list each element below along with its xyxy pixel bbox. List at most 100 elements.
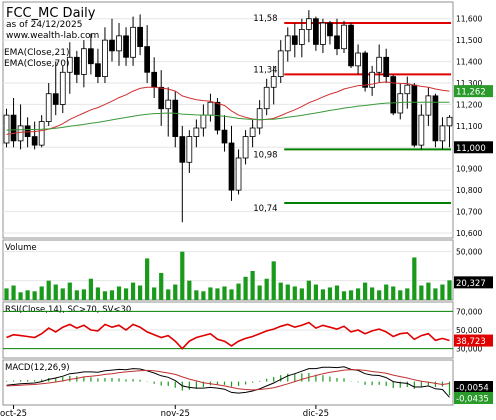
macd-last-tag-2: -0,0435	[456, 395, 489, 405]
candle-body	[277, 50, 284, 77]
volume-bar	[130, 282, 136, 300]
rsi-last-tag: 38,723	[456, 337, 486, 347]
candle-body	[200, 114, 207, 129]
volume-bar	[67, 282, 72, 300]
volume-panel-frame	[2, 239, 454, 301]
volume-bar	[18, 292, 23, 300]
candle-body	[284, 35, 291, 52]
candle-body	[320, 22, 326, 45]
candle-body	[116, 35, 122, 52]
candle-body	[390, 76, 397, 114]
volume-bar	[405, 288, 410, 300]
rsi-tick-label: 70,000	[456, 307, 482, 316]
volume-bar	[313, 284, 318, 300]
candle-body	[383, 56, 390, 77]
candle-body	[355, 52, 361, 67]
candle-body	[397, 93, 404, 114]
price-tick-label: 11,500	[456, 36, 482, 45]
candle-body	[235, 157, 242, 191]
candle-body	[179, 136, 186, 163]
volume-bar	[292, 286, 297, 300]
volume-bar	[285, 284, 290, 300]
volume-bar	[159, 272, 164, 300]
x-tick-label: oct-25	[0, 409, 27, 419]
volume-bar	[46, 280, 51, 300]
rsi-last-tag-bg	[454, 334, 493, 347]
x-tick-label: dic-25	[303, 409, 329, 419]
candle-body	[291, 35, 298, 45]
candle-body	[369, 71, 376, 88]
level-label: 10,74	[253, 204, 277, 214]
volume-bar	[370, 287, 375, 300]
price-tick-label: 11,400	[456, 58, 482, 67]
volume-bar	[201, 291, 206, 300]
candle-body	[249, 127, 256, 137]
price-tick-label: 10,600	[456, 229, 482, 238]
volume-bar	[447, 280, 452, 300]
volume-bar	[257, 285, 262, 300]
ema21-line	[6, 81, 450, 135]
volume-bar	[74, 290, 79, 300]
volume-bar	[250, 271, 255, 300]
macd-last-tag-2-bg	[454, 392, 493, 404]
price-tick-label: 10,800	[456, 186, 482, 195]
volume-bar	[109, 290, 115, 300]
candle-body	[151, 71, 158, 88]
candle-body	[144, 46, 151, 73]
candle-body	[263, 86, 270, 110]
volume-bar	[391, 286, 396, 300]
candle-body	[130, 26, 136, 58]
volume-bar	[4, 288, 9, 300]
x-tick-label: nov-25	[161, 409, 190, 419]
candle-body	[172, 99, 179, 137]
volume-bar	[320, 289, 326, 300]
candle-body	[186, 136, 193, 163]
price-panel: 11,600 11,500 11,400 11,300 11,200 11,100 11,0…	[2, 1, 493, 239]
candle-body	[52, 93, 59, 105]
ema70-legend: EMA(Close,70)	[4, 59, 69, 69]
macd-signal-line	[6, 369, 450, 391]
level-label: 10,98	[253, 150, 277, 160]
price-tick-label: 11,300	[456, 79, 482, 88]
candle-body	[158, 86, 165, 110]
candle-body	[88, 48, 94, 65]
macd-line	[6, 366, 450, 398]
volume-label: Volume	[5, 243, 37, 253]
candle-body	[31, 136, 38, 146]
level-label: 11,34	[253, 65, 277, 75]
volume-bar	[229, 289, 234, 300]
volume-bar	[88, 278, 93, 300]
candle-body	[425, 95, 432, 116]
price-last-tag-close-bg	[454, 141, 493, 154]
candle-body	[404, 84, 411, 95]
volume-bar	[412, 257, 417, 300]
volume-bar	[222, 286, 227, 300]
volume-bar	[278, 282, 283, 300]
rsi-tick-label: 30,000	[456, 345, 482, 354]
volume-bar	[299, 288, 304, 300]
candle-body	[362, 52, 368, 88]
macd-label: MACD(12,26,9)	[5, 363, 70, 373]
volume-bar	[32, 291, 37, 300]
price-panel-frame	[2, 1, 454, 239]
volume-bar	[327, 287, 333, 300]
volume-bar	[334, 285, 340, 300]
volume-bar	[187, 280, 192, 300]
volume-bar	[440, 284, 445, 300]
volume-bar	[173, 284, 178, 300]
price-tick-label: 11,200	[456, 100, 482, 109]
volume-bar	[208, 287, 213, 300]
volume-bar	[116, 286, 122, 300]
volume-bar	[39, 286, 44, 300]
candle-body	[123, 35, 129, 58]
candle-body	[376, 56, 383, 73]
volume-bar	[166, 289, 171, 300]
volume-bar	[264, 278, 269, 300]
rsi-label: RSI(Close,14), SC>70, SV<30	[5, 305, 131, 315]
candle-body	[66, 56, 73, 73]
candle-body	[3, 114, 10, 144]
volume-bar	[123, 288, 129, 300]
candle-body	[341, 24, 347, 50]
candle-body	[165, 99, 172, 110]
macd-panel-frame	[2, 359, 454, 406]
